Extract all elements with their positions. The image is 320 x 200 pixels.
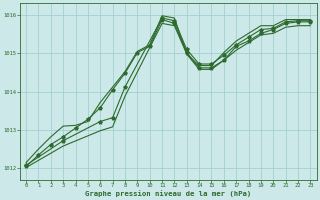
X-axis label: Graphe pression niveau de la mer (hPa): Graphe pression niveau de la mer (hPa) bbox=[85, 190, 252, 197]
